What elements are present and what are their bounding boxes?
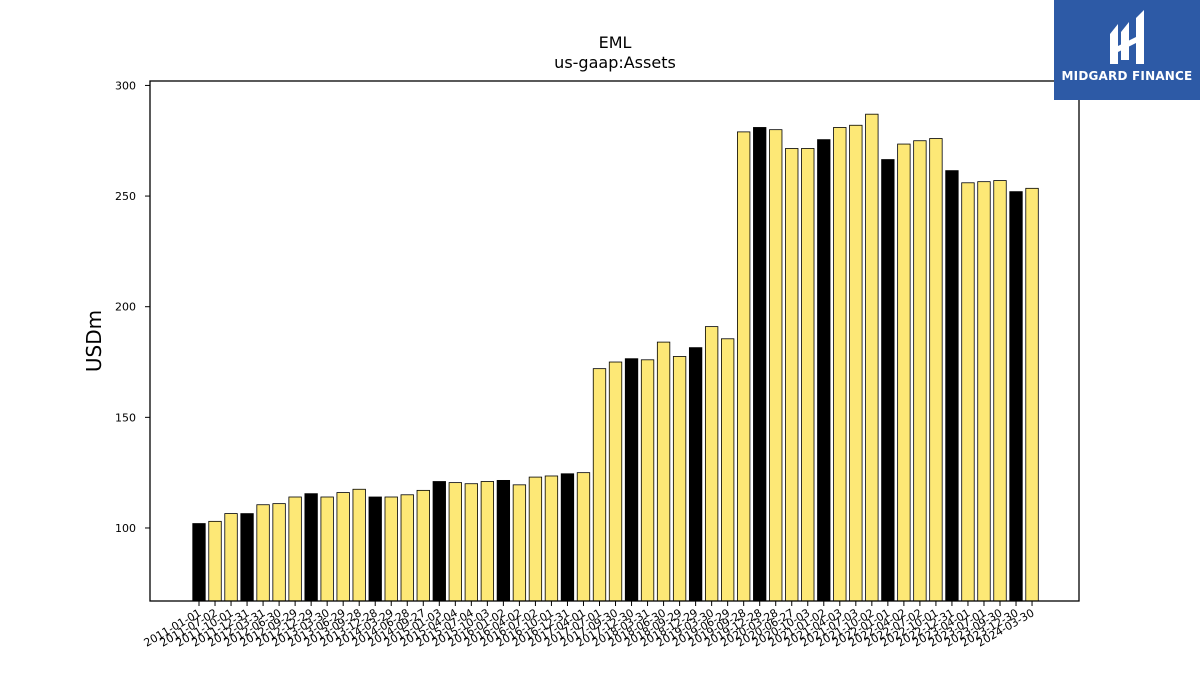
bar-2022-12-31 (961, 182, 975, 602)
bar-2017-12-30 (640, 359, 655, 602)
y-tick-label: 100 (115, 522, 136, 535)
bar-2013-09-28 (368, 496, 382, 602)
y-axis-label: USDm (82, 310, 106, 372)
bar-2023-04-01 (977, 181, 991, 602)
bar-2012-03-31 (272, 503, 286, 602)
bar-2023-07-01 (993, 180, 1007, 602)
bar-2014-09-27 (432, 481, 446, 602)
brand-logo-text: MIDGARD FINANCE (1061, 69, 1193, 83)
bar-2011-04-02 (208, 520, 222, 602)
bar-2019-09-28 (753, 127, 767, 602)
bar-2020-06-27 (801, 148, 815, 602)
bar-2013-03-30 (336, 492, 350, 602)
bar-2022-10-01 (945, 170, 959, 602)
bar-2017-09-30 (624, 358, 639, 602)
bar-2021-01-02 (833, 127, 847, 602)
bar-2023-12-30 (1025, 187, 1039, 602)
bar-2016-07-02 (544, 475, 559, 602)
bar-2022-01-01 (897, 143, 911, 602)
bar-2018-12-29 (704, 326, 719, 602)
bar-2015-10-03 (496, 479, 511, 602)
bar-2015-01-03 (448, 482, 462, 602)
bar-2014-06-28 (416, 489, 430, 602)
bar-2023-09-30 (1009, 191, 1023, 602)
plot-frame (149, 80, 1080, 602)
bar-2012-12-29 (320, 496, 334, 602)
bar-2022-04-02 (913, 140, 927, 602)
bar-2021-07-03 (865, 113, 879, 602)
chart-title: EML (599, 33, 632, 52)
bar-2020-10-03 (817, 139, 831, 602)
bar-2011-01-01 (192, 523, 206, 602)
bar-2018-03-31 (656, 341, 671, 602)
chart-subtitle: us-gaap:Assets (554, 53, 676, 72)
bar-2022-07-02 (929, 138, 943, 602)
y-tick-label: 150 (115, 411, 136, 424)
bar-2016-01-02 (512, 484, 527, 602)
bar-2016-12-31 (576, 472, 591, 602)
bar-2012-09-29 (304, 493, 318, 602)
bar-2021-10-02 (881, 159, 895, 602)
bar-2015-07-04 (480, 481, 495, 602)
brand-logo: MIDGARD FINANCE (1054, 0, 1200, 100)
bar-2019-06-29 (737, 131, 751, 602)
bar-2015-04-04 (464, 483, 478, 602)
bar-2012-06-30 (288, 496, 302, 602)
bar-2016-04-02 (528, 476, 543, 602)
bar-2017-07-01 (608, 361, 623, 602)
bar-2020-03-28 (785, 148, 799, 602)
y-tick-label: 250 (115, 190, 136, 203)
y-axis-ticks: 100 150 200 250 300 (115, 79, 150, 535)
x-axis-ticks: 2011-01-012011-07-022011-10-012011-12-31… (142, 601, 1037, 650)
bar-2017-04-01 (592, 368, 607, 602)
bar-2014-03-29 (400, 494, 414, 602)
bar-2011-10-01 (240, 513, 254, 602)
bar-2021-04-03 (849, 124, 863, 602)
bar-2018-09-29 (688, 347, 703, 602)
bar-2016-10-01 (560, 473, 575, 602)
midgard-logo-icon (1110, 10, 1144, 64)
bar-2018-06-30 (672, 356, 687, 602)
bars-group (192, 113, 1039, 602)
bar-2013-06-29 (352, 488, 366, 602)
y-tick-label: 300 (115, 79, 136, 92)
bar-2011-07-02 (224, 513, 238, 602)
bar-2019-12-28 (769, 129, 783, 602)
bar-2013-12-28 (384, 496, 398, 602)
bar-2011-12-31 (256, 504, 270, 602)
y-tick-label: 200 (115, 301, 136, 314)
bar-2019-03-30 (721, 338, 735, 602)
